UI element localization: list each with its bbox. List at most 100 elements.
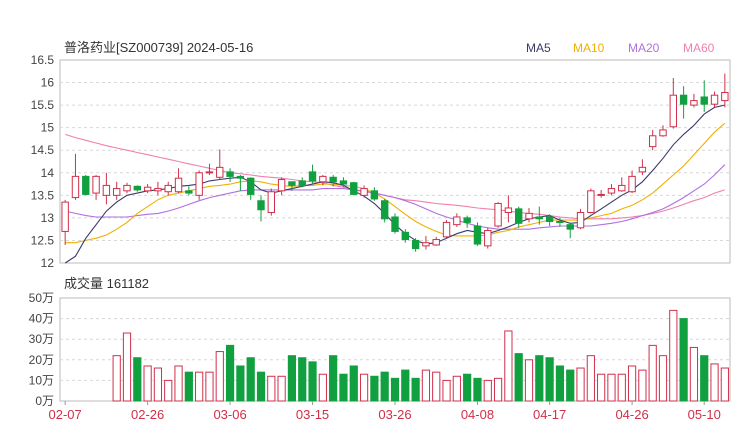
candle xyxy=(484,227,492,249)
candle xyxy=(535,206,544,225)
volume-label: 成交量 161182 xyxy=(64,276,149,291)
candle-body-up xyxy=(504,207,513,213)
candle-body-down xyxy=(133,185,142,191)
volume-bar-up xyxy=(504,330,513,402)
candle xyxy=(638,159,647,176)
candle-body-up xyxy=(628,175,636,193)
candle-body-up xyxy=(164,184,172,193)
volume-bar-down xyxy=(298,357,307,402)
candle xyxy=(669,78,678,129)
candle-body-up xyxy=(597,193,605,196)
price-axis: 16.5 16 15.5 15 14.5 14 13.5 13 12.5 12 xyxy=(31,53,55,270)
candle-body-down xyxy=(391,216,399,232)
candle-body-down xyxy=(257,200,265,211)
candle xyxy=(236,175,245,191)
candle-body-down xyxy=(236,175,245,179)
candle xyxy=(370,187,379,201)
candle-body-up xyxy=(422,242,430,247)
candle xyxy=(504,195,513,223)
candle xyxy=(226,168,234,182)
price-tick-label: 14.5 xyxy=(31,143,55,157)
candle xyxy=(319,175,327,186)
x-tick-label: 04-26 xyxy=(615,407,648,422)
volume-bar-down xyxy=(700,355,709,402)
candle-body-up xyxy=(92,175,100,194)
candle-body-down xyxy=(370,190,379,200)
candle-body-up xyxy=(669,94,678,128)
x-tick-label: 03-26 xyxy=(378,407,411,422)
candle-body-down xyxy=(401,231,410,241)
candle-body-up xyxy=(360,188,368,196)
volume-bar-up xyxy=(318,373,327,402)
candle xyxy=(102,172,111,205)
candle xyxy=(267,188,276,216)
candle xyxy=(628,170,636,194)
volume-bar-down xyxy=(473,377,482,402)
volume-bar-up xyxy=(164,379,173,402)
candle xyxy=(71,153,80,200)
price-tick-label: 12 xyxy=(41,256,55,270)
candle-body-up xyxy=(618,184,626,192)
volume-tick-label: 40万 xyxy=(29,312,54,326)
volume-bar-up xyxy=(452,375,461,402)
volume-bar-up xyxy=(607,373,616,402)
candle xyxy=(545,214,554,227)
volume-bar-down xyxy=(225,344,235,402)
candle-body-up xyxy=(123,184,131,192)
candle-body-up xyxy=(174,177,183,193)
volume-tick-label: 10万 xyxy=(29,373,54,387)
volume-bar-up xyxy=(122,332,132,402)
candle-body-down xyxy=(556,220,564,223)
volume-bar-down xyxy=(236,365,245,402)
candle xyxy=(618,177,626,192)
volume-bar-up xyxy=(112,355,121,402)
ma10-line xyxy=(65,122,726,244)
candle-body-up xyxy=(453,216,461,226)
candle xyxy=(329,175,337,187)
volume-bar-down xyxy=(308,361,317,402)
volume-bar-down xyxy=(246,357,255,402)
candle xyxy=(92,175,100,200)
x-tick-label: 02-07 xyxy=(49,407,82,422)
volume-bar-down xyxy=(184,371,193,402)
x-tick-label: 03-06 xyxy=(213,407,246,422)
candle-body-down xyxy=(226,171,234,177)
candle-body-down xyxy=(411,239,420,250)
price-plot-frame xyxy=(59,59,731,264)
candle-body-down xyxy=(535,216,544,220)
candle xyxy=(246,177,255,200)
candle-body-up xyxy=(494,202,502,227)
volume-bar-down xyxy=(390,377,400,402)
candle-body-up xyxy=(638,166,647,173)
candle-body-down xyxy=(380,200,389,220)
candle-body-up xyxy=(576,211,585,229)
volume-bar-up xyxy=(658,355,668,402)
candle xyxy=(350,181,358,196)
candle xyxy=(61,199,69,245)
volume-bar-down xyxy=(349,365,358,402)
candle-body-up xyxy=(648,135,657,148)
legend-item-ma10: MA10 xyxy=(573,41,605,55)
candle-body-up xyxy=(102,184,111,196)
candle-body-down xyxy=(679,94,688,105)
candle-body-up xyxy=(71,175,80,199)
volume-bar-up xyxy=(576,367,585,402)
candle-body-up xyxy=(432,239,440,246)
candle xyxy=(195,170,203,200)
candle xyxy=(525,207,533,223)
ma20-line xyxy=(65,164,726,230)
candle-body-down xyxy=(514,208,523,224)
candle xyxy=(154,181,162,196)
candlesticks xyxy=(61,73,729,252)
volume-bar-up xyxy=(267,375,276,402)
volume-bar-up xyxy=(689,346,699,402)
candle xyxy=(432,236,440,246)
volume-bar-up xyxy=(493,377,503,402)
candle xyxy=(288,181,296,191)
candle xyxy=(401,229,410,243)
volume-axis: 50万 40万 30万 20万 10万 0万 xyxy=(29,291,54,408)
candle-body-up xyxy=(61,201,69,232)
volume-bar-up xyxy=(710,363,719,402)
price-tick-label: 16 xyxy=(41,76,55,90)
candle-body-up xyxy=(154,188,162,192)
